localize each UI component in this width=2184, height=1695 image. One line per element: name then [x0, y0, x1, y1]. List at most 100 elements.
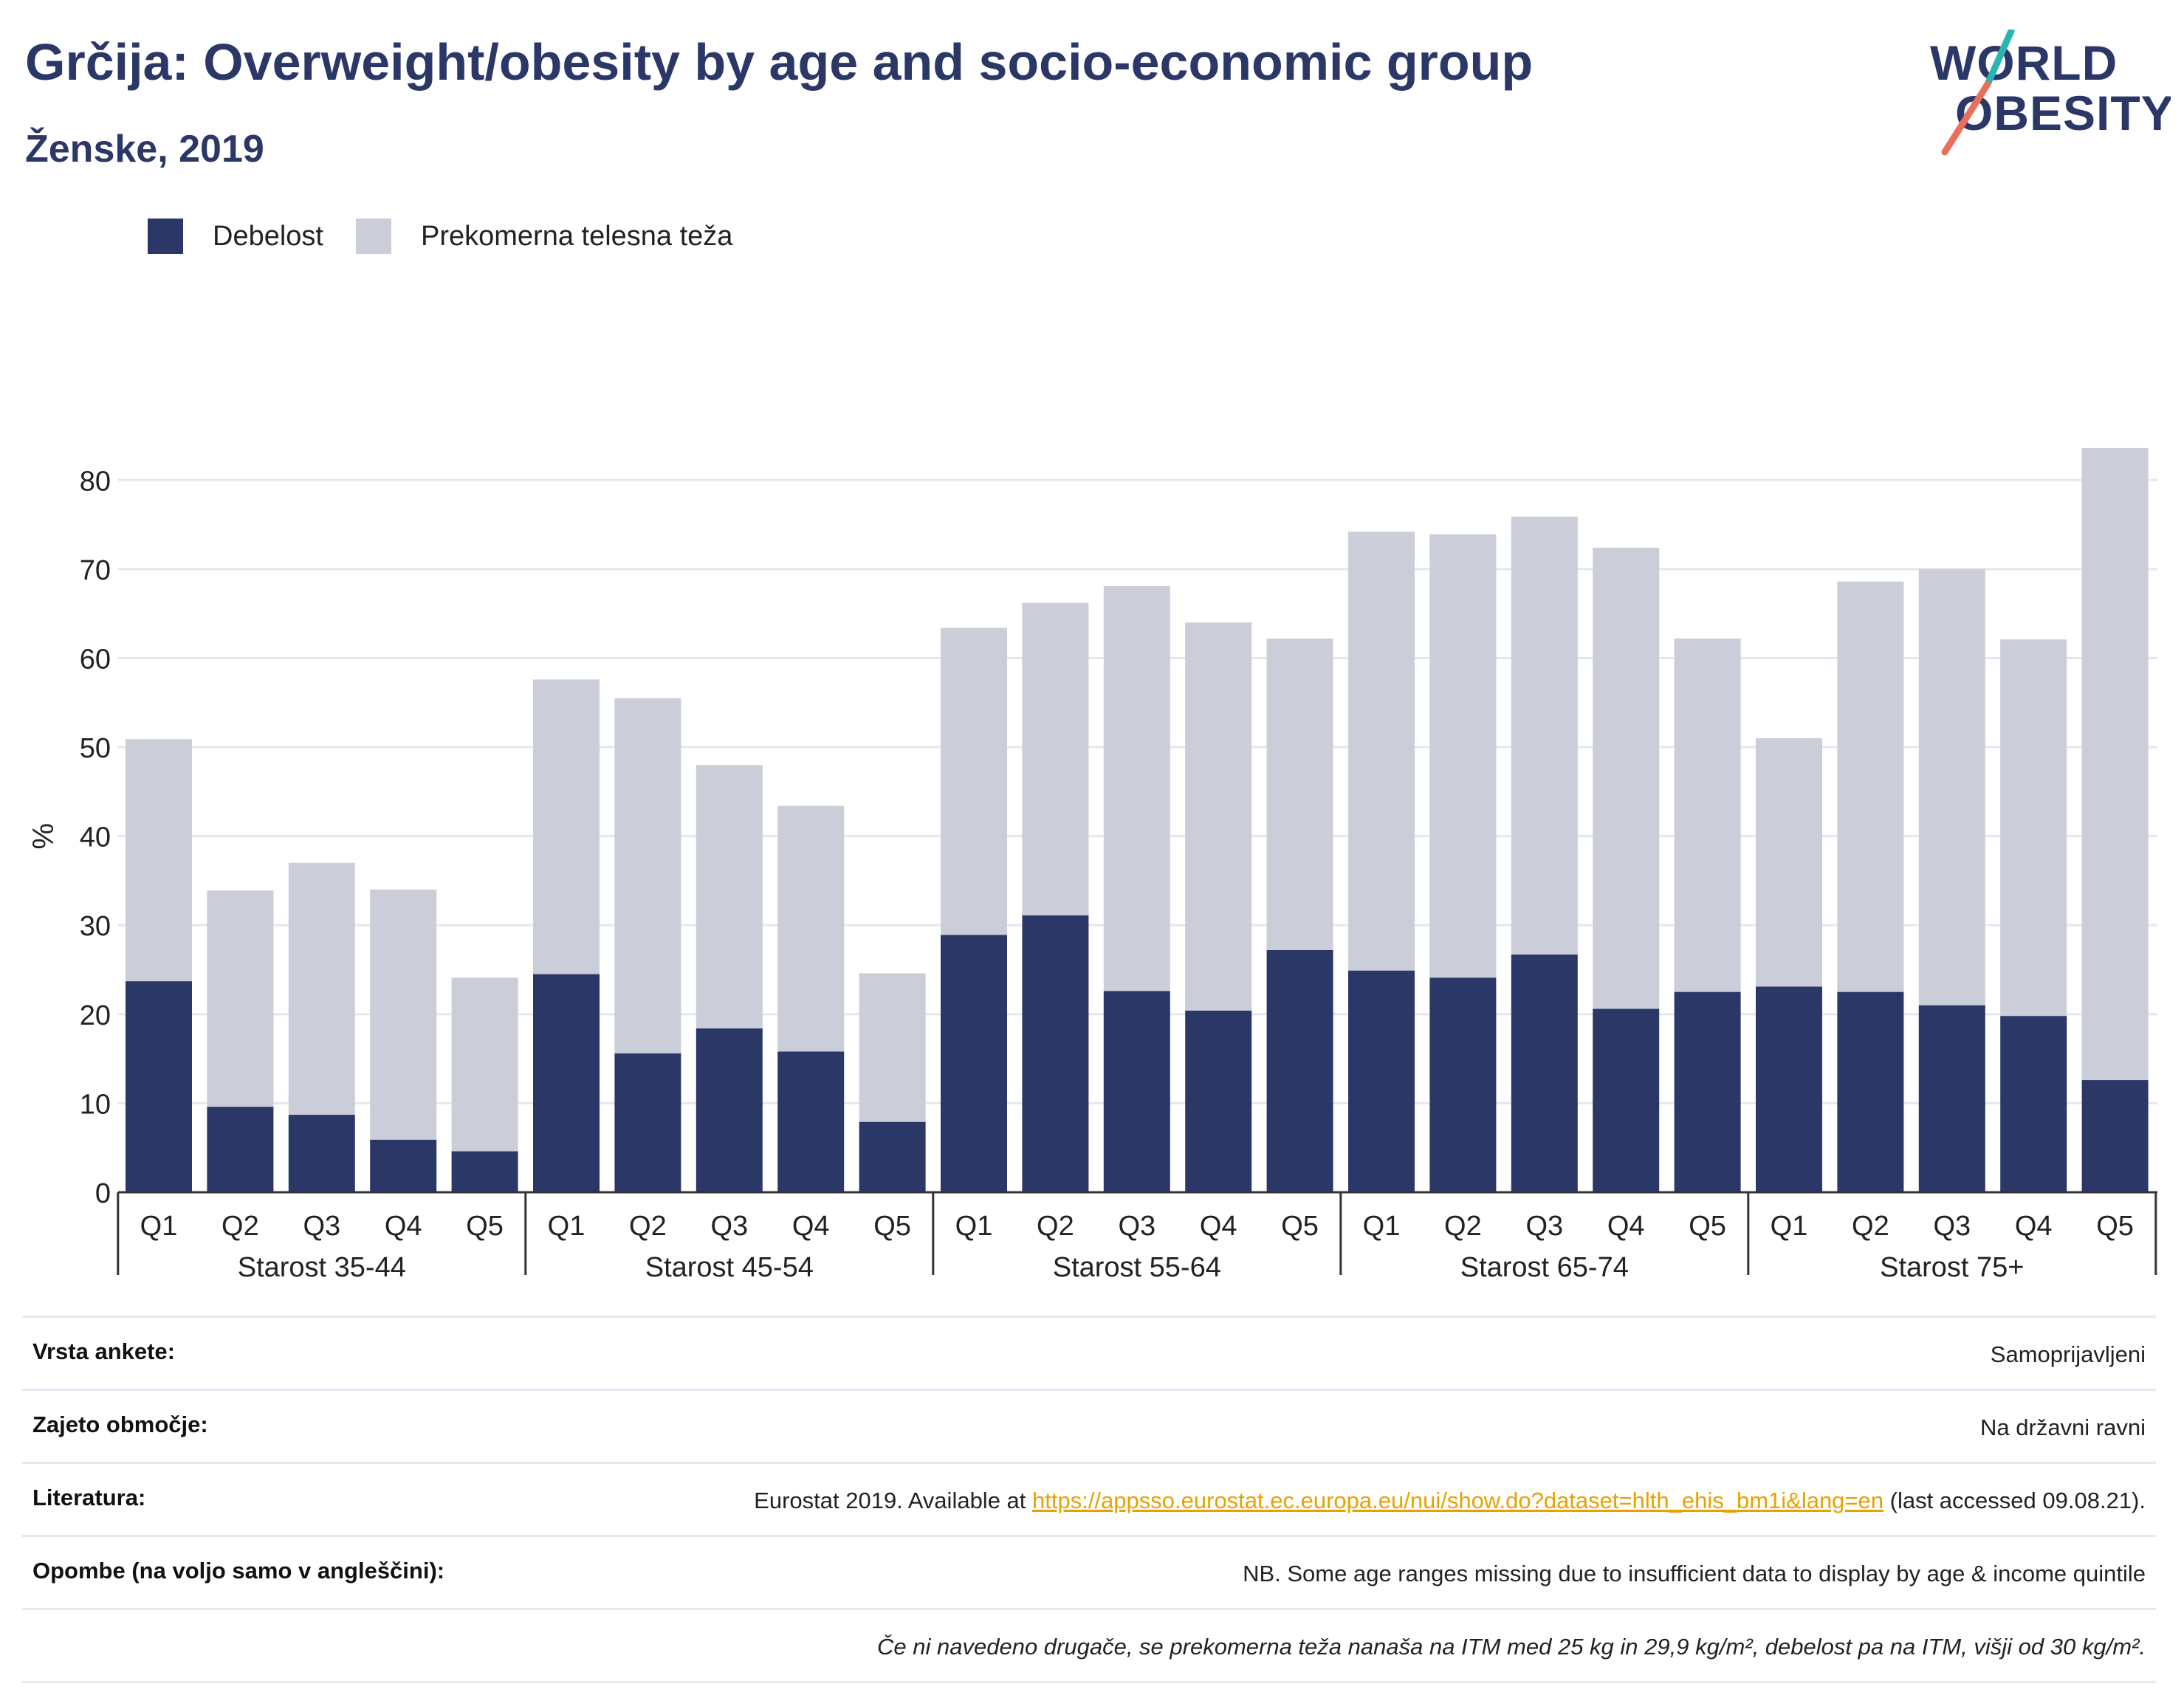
page-subtitle: Ženske, 2019	[25, 128, 264, 171]
reference-link[interactable]: https://appsso.eurostat.ec.europa.eu/nui…	[1032, 1488, 1884, 1513]
y-tick-label: 50	[80, 733, 111, 764]
bar-obesity	[1674, 991, 1741, 1192]
bar-overweight	[1511, 516, 1578, 955]
bar-obesity	[1266, 950, 1333, 1192]
bar-overweight	[1266, 638, 1333, 950]
bar-overweight	[941, 628, 1007, 935]
coverage-label: Zajeto območje:	[32, 1412, 208, 1437]
x-tick-label: Q4	[1200, 1211, 1237, 1242]
x-tick-label: Q3	[1525, 1211, 1563, 1242]
bar-obesity	[1837, 991, 1904, 1192]
x-tick-label: Q4	[1607, 1211, 1645, 1242]
legend-label-obesity: Debelost	[213, 220, 323, 252]
bar-obesity	[288, 1115, 355, 1192]
bar-overweight	[1022, 602, 1089, 915]
x-tick-label: Q4	[385, 1211, 422, 1242]
x-tick-label: Q3	[303, 1211, 340, 1242]
x-tick-label: Q1	[955, 1211, 993, 1242]
y-tick-label: 80	[80, 466, 111, 497]
legend-label-overweight: Prekomerna telesna teža	[420, 220, 733, 252]
bar-overweight	[1837, 581, 1904, 992]
x-tick-label: Q2	[1444, 1211, 1482, 1242]
bar-overweight	[451, 977, 518, 1152]
survey-value: Samoprijavljeni	[1990, 1341, 2146, 1367]
group-label: Starost 65-74	[1460, 1252, 1629, 1283]
x-tick-label: Q1	[1771, 1211, 1808, 1242]
bar-obesity	[207, 1107, 274, 1192]
x-tick-label: Q5	[1281, 1211, 1319, 1242]
bar-obesity	[1511, 955, 1578, 1192]
bar-obesity	[1918, 1005, 1985, 1192]
reference-prefix: Eurostat 2019. Available at	[754, 1488, 1033, 1513]
bar-obesity	[370, 1139, 437, 1192]
bar-overweight	[1103, 585, 1170, 991]
y-tick-label: 0	[95, 1178, 111, 1209]
bar-overweight	[533, 679, 600, 974]
bar-obesity	[1348, 970, 1415, 1192]
chart-legend: Debelost Prekomerna telesna teža	[148, 219, 765, 254]
y-tick-label: 20	[80, 1000, 111, 1031]
reference-suffix: (last accessed 09.08.21).	[1883, 1488, 2146, 1513]
reference-value: Eurostat 2019. Available at https://apps…	[754, 1485, 2146, 1517]
x-tick-label: Q5	[873, 1211, 911, 1242]
info-row-footnote: Če ni navedeno drugače, se prekomerna te…	[22, 1610, 2156, 1683]
bar-obesity	[2000, 1016, 2067, 1192]
legend-item-overweight: Prekomerna telesna teža	[355, 219, 733, 254]
bar-obesity	[451, 1151, 518, 1192]
info-table: Vrsta ankete: Samoprijavljeni Zajeto obm…	[22, 1316, 2156, 1683]
bar-obesity	[614, 1053, 681, 1192]
x-tick-label: Q3	[1933, 1211, 1971, 1242]
bar-overweight	[1429, 534, 1497, 978]
x-tick-label: Q2	[629, 1211, 667, 1242]
x-tick-label: Q1	[1363, 1211, 1401, 1242]
bar-obesity	[1429, 977, 1497, 1192]
x-tick-label: Q1	[140, 1211, 178, 1242]
bar-obesity	[533, 974, 600, 1192]
survey-label: Vrsta ankete:	[32, 1338, 175, 1364]
group-label: Starost 55-64	[1053, 1252, 1221, 1283]
bar-overweight	[614, 698, 681, 1053]
x-tick-label: Q4	[2015, 1211, 2053, 1242]
legend-swatch-obesity	[148, 219, 183, 254]
x-tick-label: Q4	[792, 1211, 830, 1242]
legend-item-obesity: Debelost	[148, 219, 323, 254]
bar-overweight	[126, 739, 192, 982]
svg-text:OBESITY: OBESITY	[1955, 86, 2171, 140]
info-row-reference: Literatura: Eurostat 2019. Available at …	[22, 1464, 2156, 1537]
x-tick-label: Q5	[2096, 1211, 2134, 1242]
bar-obesity	[1756, 986, 1822, 1192]
y-tick-label: 60	[80, 644, 111, 675]
x-tick-label: Q2	[1852, 1211, 1889, 1242]
bar-overweight	[1918, 568, 1985, 1005]
bar-obesity	[1022, 915, 1089, 1192]
bar-overweight	[1593, 547, 1660, 1009]
bar-overweight	[859, 973, 926, 1122]
group-label: Starost 35-44	[238, 1252, 406, 1283]
bar-overweight	[1348, 532, 1415, 971]
svg-text:WORLD: WORLD	[1930, 35, 2118, 90]
notes-value: NB. Some age ranges missing due to insuf…	[1243, 1561, 2146, 1586]
footnote-text: Če ni navedeno drugače, se prekomerna te…	[877, 1634, 2146, 1660]
bar-obesity	[859, 1121, 926, 1192]
bar-obesity	[1593, 1008, 1660, 1192]
bar-obesity	[777, 1051, 845, 1192]
x-tick-label: Q2	[1037, 1211, 1074, 1242]
bar-obesity	[1185, 1011, 1252, 1192]
y-tick-label: 40	[80, 822, 111, 853]
info-row-notes: Opombe (na voljo samo v angleščini): NB.…	[22, 1537, 2156, 1610]
bar-chart: 0 10 20 30 40 50 60 70 80% Q1 Q2 Q3 Q4 Q5 Starost 35-4…	[27, 447, 2157, 1283]
bar-obesity	[126, 981, 192, 1192]
bar-overweight	[2081, 447, 2149, 1081]
bar-overweight	[1185, 622, 1252, 1011]
y-tick-label: 30	[80, 911, 111, 942]
x-tick-label: Q3	[1118, 1211, 1155, 1242]
y-axis-label: %	[27, 823, 60, 850]
bar-obesity	[2081, 1080, 2149, 1192]
x-tick-label: Q2	[222, 1211, 259, 1242]
x-tick-label: Q5	[1689, 1211, 1726, 1242]
x-tick-label: Q5	[466, 1211, 504, 1242]
world-obesity-logo: WORLD OBESITY	[1930, 30, 2171, 156]
bar-overweight	[288, 862, 355, 1115]
bar-overweight	[696, 765, 763, 1029]
info-row-survey: Vrsta ankete: Samoprijavljeni	[22, 1318, 2156, 1391]
